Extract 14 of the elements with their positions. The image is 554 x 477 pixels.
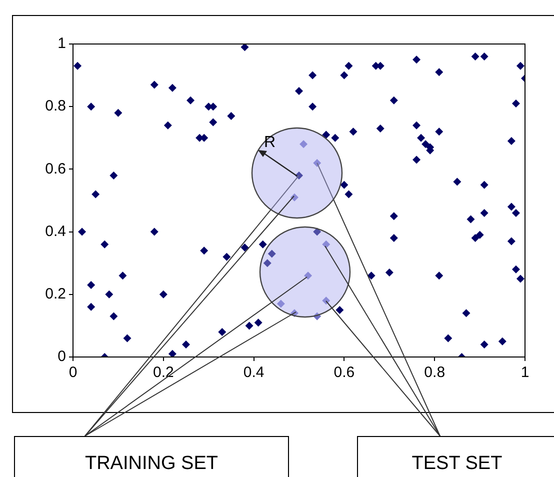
x-tick-label: 0.4 [243, 364, 264, 382]
y-tick-label: 0.8 [45, 98, 66, 115]
y-tick-label: 1 [58, 35, 66, 52]
y-tick-label: 0.2 [45, 286, 66, 303]
y-tick-label: 0 [58, 348, 66, 366]
annotation: TRAINING SET [14, 436, 289, 477]
y-tick-label: 0.6 [45, 160, 66, 178]
x-tick-label: 0.8 [424, 364, 446, 382]
y-tick-label: 0.4 [45, 222, 66, 240]
x-tick-label: 0.2 [152, 364, 174, 382]
x-tick-label: 0 [68, 364, 78, 382]
x-tick-label: 1 [520, 364, 530, 382]
annotation: TEST SET [357, 436, 554, 477]
x-tick-label: 0.6 [334, 364, 355, 382]
